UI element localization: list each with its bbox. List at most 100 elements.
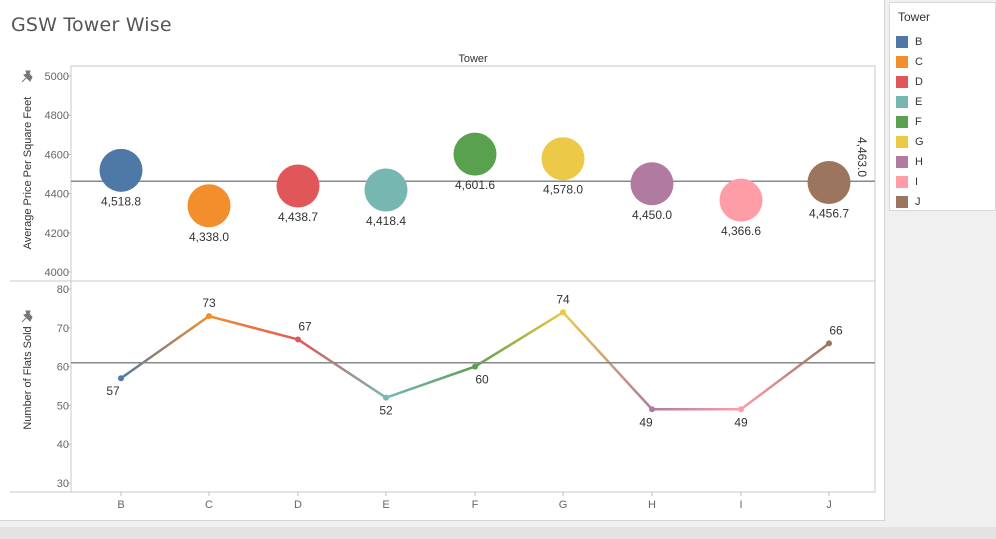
data-label: 4,338.0 [189,230,229,244]
legend-item-J[interactable]: J [896,194,921,210]
data-label: 4,601.6 [455,178,495,192]
legend-item-F[interactable]: F [896,114,922,130]
point-G [560,309,566,315]
legend-item-E[interactable]: E [896,94,922,110]
point-C [206,313,212,319]
legend-label: B [915,36,922,48]
pin-icon [22,71,32,82]
line-segment [298,339,386,397]
line-segment [209,316,298,339]
point-I [738,406,744,412]
data-label: 74 [556,292,570,306]
y-tick-label: 5000 [45,71,69,83]
data-label: 57 [106,384,120,398]
data-label: 60 [475,373,489,387]
bubble-B [100,149,143,192]
legend-label: J [915,196,921,208]
line-segment [741,343,829,409]
legend-swatch [896,196,908,208]
data-label: 4,450.0 [632,208,672,222]
y-tick-label: 30 [57,478,69,490]
data-label: 73 [202,296,216,310]
point-B [118,375,124,381]
y-axis-title-flats: Number of Flats Sold [22,326,34,429]
bubble-I [720,179,763,222]
legend-label: D [915,76,923,88]
bubble-H [631,162,674,205]
bubble-C [188,184,231,227]
point-D [295,336,301,342]
bubble-D [277,165,320,208]
tower-chart: Tower 4000 4200 4400 4600 4800 5000 30 40 50 60 70 8… [0,0,884,520]
legend-label: C [915,56,923,68]
data-label: 4,578.0 [543,183,583,197]
legend-swatch [896,136,908,148]
y-tick-label: 40 [57,439,69,451]
column-header: Tower [458,53,488,65]
legend-label: E [915,96,922,108]
legend-label: F [915,116,922,128]
legend-item-D[interactable]: D [896,74,923,90]
legend-item-B[interactable]: B [896,34,922,50]
legend-label: I [915,176,918,188]
legend-title: Tower [898,10,930,24]
data-label: 4,438.7 [278,210,318,224]
legend-item-I[interactable]: I [896,174,918,190]
bubble-G [542,137,585,180]
legend-swatch [896,36,908,48]
plot-frame [71,66,875,492]
line-segment [563,312,652,409]
y-tick-label: 80 [57,284,69,296]
y-tick-label: 4800 [45,110,69,122]
y-tick-label: 70 [57,323,69,335]
y-tick-label: 60 [57,362,69,374]
x-tick-label: F [472,499,479,511]
legend-swatch [896,156,908,168]
bubble-E [365,168,408,211]
legend-swatch [896,116,908,128]
data-label: 67 [298,319,312,333]
reference-line-label: 4,463.0 [855,137,869,177]
x-tick-label: I [739,499,742,511]
x-tick-label: B [117,499,124,511]
y-tick-label: 4400 [45,189,69,201]
worksheet: GSW Tower Wise Tower 4000 4200 4400 4600 4800… [0,0,885,521]
x-tick-label: E [382,499,389,511]
data-label: 49 [734,415,748,429]
point-J [826,340,832,346]
data-label: 4,418.4 [366,214,406,228]
point-E [383,395,389,401]
x-tick-label: D [294,499,302,511]
legend-label: H [915,156,923,168]
y-tick-label: 4000 [45,267,69,279]
data-label: 52 [379,404,393,418]
legend-item-G[interactable]: G [896,134,924,150]
data-label: 4,518.8 [101,194,141,208]
x-tick-label: H [648,499,656,511]
bubble-F [454,133,497,176]
legend-item-H[interactable]: H [896,154,923,170]
legend-label: G [915,136,924,148]
legend-swatch [896,96,908,108]
data-label: 49 [639,415,653,429]
line-segment [386,367,475,398]
x-tick-label: J [826,499,832,511]
y-axis-title-price: Average Price Per Square Feet [22,97,34,250]
y-tick-label: 4200 [45,228,69,240]
y-tick-label: 50 [57,400,69,412]
data-label: 4,366.6 [721,224,761,238]
pin-icon [22,311,32,322]
data-label: 4,456.7 [809,206,849,220]
legend-swatch [896,76,908,88]
legend-swatch [896,56,908,68]
point-H [649,406,655,412]
line-segment [475,312,563,366]
bottom-scrollbar[interactable] [0,527,996,539]
line-segment [121,316,209,378]
legend-swatch [896,176,908,188]
legend-item-C[interactable]: C [896,54,923,70]
point-F [472,364,478,370]
bubble-J [808,161,851,204]
x-tick-label: C [205,499,213,511]
